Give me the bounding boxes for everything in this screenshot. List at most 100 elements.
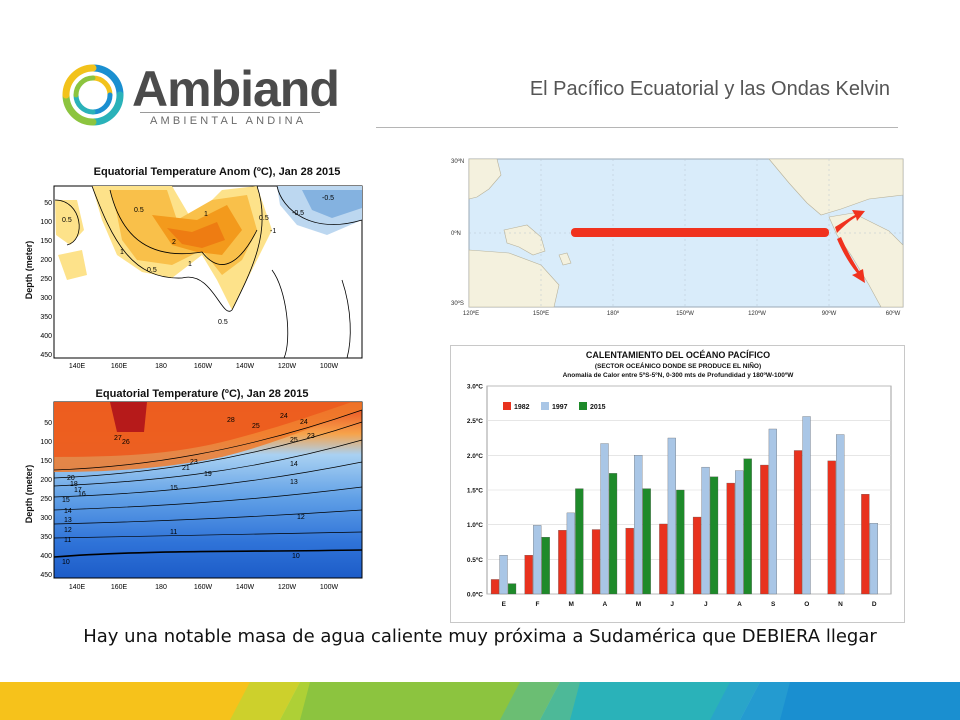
- temperature-contour-label: 18: [70, 481, 78, 488]
- temperature-ytick: 100: [40, 439, 52, 446]
- chart-ytick-label: 3.0ºC: [467, 384, 483, 391]
- chart-ytick-label: 0.5ºC: [467, 557, 483, 564]
- map-lon-label: 60ºW: [886, 310, 901, 317]
- temperature-xtick: 160E: [111, 584, 128, 591]
- legend-swatch-1997: [541, 402, 549, 410]
- temperature-contour-label: 24: [280, 413, 288, 420]
- temperature-contour-labels: 28 27 26 25 24 23 21 20 19 18 17 16 15 1…: [62, 413, 315, 566]
- temperature-contour-label: 10: [292, 553, 300, 560]
- chart-gridlines: [486, 385, 892, 595]
- bar-1997-1: [533, 525, 542, 595]
- anomaly-title: Equatorial Temperature Anom (ºC), Jan 28…: [94, 166, 341, 178]
- chart-ytick-label: 1.5ºC: [467, 488, 483, 495]
- map-lon-label: 120ºW: [748, 310, 766, 317]
- chart-title: CALENTAMIENTO DEL OCÉANO PACÍFICO: [586, 350, 770, 360]
- map-lon-label: 90ºW: [822, 310, 837, 317]
- chart-subtitle-2: Anomalía de Calor entre 5ºS-5ºN, 0-300 m…: [563, 372, 795, 379]
- temperature-contour-label: 15: [62, 497, 70, 504]
- anomaly-contour-label: -0.5: [292, 210, 304, 217]
- anomaly-ytick: 150: [40, 238, 52, 245]
- brand-name: Ambiand: [132, 61, 340, 117]
- anomaly-ytick: 100: [40, 219, 52, 226]
- bar-2015-6: [709, 476, 719, 595]
- pacific-warming-chart: CALENTAMIENTO DEL OCÉANO PACÍFICO (SECTO…: [450, 345, 905, 623]
- temperature-ytick: 350: [40, 534, 52, 541]
- legend-label-2015: 2015: [590, 404, 606, 411]
- map-lat-labels: 30ºN 0ºN 30ºS: [451, 158, 464, 307]
- anomaly-contour-label: 1: [204, 211, 208, 218]
- landmass: [468, 158, 904, 308]
- temperature-contour-label: 15: [170, 485, 178, 492]
- temperature-contour-label: 10: [62, 559, 70, 566]
- map-lon-label: 150ºW: [676, 310, 694, 317]
- chart-xtick-label: J: [704, 601, 708, 608]
- anomaly-contour-label: 0.5: [218, 319, 228, 326]
- anomaly-contour-label: 2: [172, 239, 176, 246]
- anomaly-yticks: 50 100 150 200 250 300 350 400 450: [40, 200, 52, 359]
- legend-swatch-1982: [503, 402, 511, 410]
- anomaly-ytick: 250: [40, 276, 52, 283]
- footer-color-stripe: [0, 682, 960, 720]
- anomaly-contour-label: 0.5: [134, 207, 144, 214]
- map-lat-label: 0ºN: [451, 230, 461, 237]
- map-lat-label: 30ºN: [451, 158, 464, 165]
- bar-1997-9: [802, 416, 811, 595]
- chart-legend: 1982 1997 2015: [503, 402, 606, 411]
- anomaly-contour-label: 1: [120, 249, 124, 256]
- bar-1997-5: [667, 437, 676, 595]
- bar-1997-4: [634, 455, 643, 595]
- anomaly-ytick: 50: [44, 200, 52, 207]
- map-lon-labels: 120ºE 150ºE 180º 150ºW 120ºW 90ºW 60ºW: [463, 310, 901, 317]
- anomaly-contour-label: 0.5: [62, 217, 72, 224]
- anomaly-contour-label: 1: [188, 261, 192, 268]
- temperature-contour-label: 11: [170, 529, 177, 536]
- temperature-contour-label: 24: [300, 419, 308, 426]
- bar-2015-4: [642, 488, 651, 595]
- bar-1997-2: [566, 512, 575, 595]
- temperature-anomaly-figure: Equatorial Temperature Anom (ºC), Jan 28…: [22, 160, 364, 372]
- bar-1982-8: [760, 464, 769, 595]
- anomaly-ytick: 400: [40, 333, 52, 340]
- kelvin-wave-arrows: [835, 210, 865, 283]
- map-lat-label: 30ºS: [451, 300, 464, 307]
- temperature-xtick: 140E: [69, 584, 86, 591]
- bar-1997-3: [600, 443, 609, 595]
- temperature-isotherms: [53, 409, 363, 558]
- chart-xtick-label: O: [804, 601, 809, 608]
- temperature-contour-label: 27: [114, 435, 122, 442]
- bar-2015-5: [676, 489, 685, 595]
- bar-1982-10: [827, 460, 836, 595]
- bar-1997-11: [869, 523, 878, 595]
- anomaly-ytick: 200: [40, 257, 52, 264]
- temperature-figure: Equatorial Temperature (ºC), Jan 28 2015…: [22, 382, 364, 594]
- temperature-contour-label: 16: [78, 491, 86, 498]
- bar-1982-5: [659, 523, 668, 595]
- chart-xtick-label: J: [670, 601, 674, 608]
- bar-1982-2: [558, 530, 567, 595]
- chart-ytick-label: 1.0ºC: [467, 522, 483, 529]
- anomaly-xtick: 120W: [278, 363, 297, 370]
- chart-xtick-label: S: [771, 601, 776, 608]
- temperature-ytick: 250: [40, 496, 52, 503]
- anomaly-xtick: 160W: [194, 363, 213, 370]
- anomaly-xtick: 180: [155, 363, 167, 370]
- chart-xtick-label: D: [872, 601, 877, 608]
- map-lon-label: 150ºE: [533, 310, 549, 317]
- temperature-contour-label: 14: [290, 461, 298, 468]
- bar-1997-8: [768, 428, 777, 595]
- chart-subtitle: (SECTOR OCEÁNICO DONDE SE PRODUCE EL NIÑ…: [595, 361, 761, 370]
- chart-ytick-label: 0.0ºC: [467, 592, 483, 599]
- temperature-plot: Equatorial Temperature (ºC), Jan 28 2015…: [24, 388, 363, 591]
- temperature-xtick: 160W: [194, 584, 213, 591]
- bar-1997-0: [499, 555, 508, 595]
- temperature-contour-label: 21: [182, 465, 190, 472]
- anomaly-ytick: 450: [40, 352, 52, 359]
- anomaly-xticks: 140E 160E 180 160W 140W 120W 100W: [69, 363, 339, 370]
- bar-2015-0: [507, 583, 517, 595]
- temperature-yticks: 50 100 150 200 250 300 350 400 450: [40, 420, 52, 579]
- temperature-contour-label: 14: [64, 508, 72, 515]
- temperature-contour-label: 12: [297, 514, 305, 521]
- bar-1982-7: [726, 482, 735, 595]
- temperature-xtick: 140W: [236, 584, 255, 591]
